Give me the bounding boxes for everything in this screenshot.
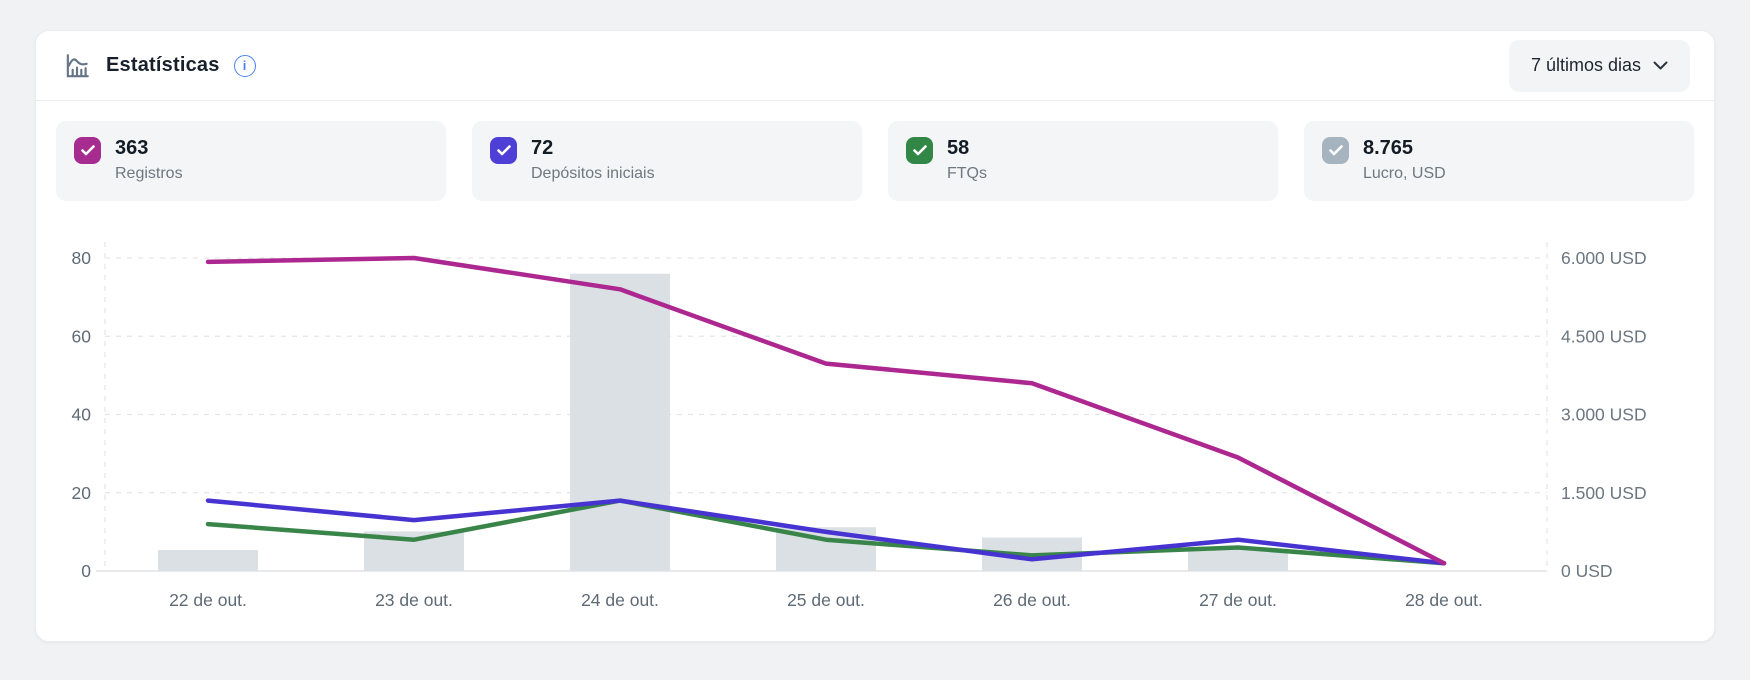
metric-label: Depósitos iniciais: [531, 165, 655, 182]
chevron-down-icon: [1653, 61, 1668, 70]
card-depositos-iniciais: 72 Depósitos iniciais: [472, 121, 862, 201]
checkmark-icon: [80, 145, 95, 156]
svg-text:24 de out.: 24 de out.: [581, 590, 659, 610]
svg-text:60: 60: [72, 326, 92, 346]
svg-text:3.000 USD: 3.000 USD: [1561, 405, 1647, 425]
svg-text:0: 0: [81, 561, 91, 581]
card-registros: 363 Registros: [56, 121, 446, 201]
page-title: Estatísticas: [106, 54, 220, 76]
combo-chart[interactable]: 0 20 40 60 80 0 USD 1.500 USD 3.000 USD 4.500 US…: [36, 216, 1716, 631]
metric-label: Registros: [115, 165, 183, 182]
panel-header: Estatísticas i 7 últimos dias: [36, 31, 1714, 101]
series-toggle-checkbox[interactable]: [1322, 137, 1349, 164]
bar-chart-icon: [62, 51, 92, 81]
svg-text:27 de out.: 27 de out.: [1199, 590, 1277, 610]
metric-value: 8.765: [1363, 137, 1414, 159]
svg-text:28 de out.: 28 de out.: [1405, 590, 1483, 610]
checkmark-icon: [496, 145, 511, 156]
metric-value: 363: [115, 137, 149, 159]
series-toggle-checkbox[interactable]: [490, 137, 517, 164]
statistics-panel: Estatísticas i 7 últimos dias 363 Regist…: [35, 30, 1715, 642]
svg-text:25 de out.: 25 de out.: [787, 590, 865, 610]
metric-cards-row: 363 Registros 72 Depósitos iniciais 58 F…: [36, 101, 1714, 201]
svg-text:80: 80: [72, 248, 92, 268]
svg-text:23 de out.: 23 de out.: [375, 590, 453, 610]
card-ftqs: 58 FTQs: [888, 121, 1278, 201]
svg-text:26 de out.: 26 de out.: [993, 590, 1071, 610]
svg-text:40: 40: [72, 405, 92, 425]
metric-value: 72: [531, 137, 554, 159]
info-icon[interactable]: i: [233, 54, 256, 77]
period-selector-button[interactable]: 7 últimos dias: [1508, 39, 1690, 92]
metric-value: 58: [947, 137, 970, 159]
svg-text:0 USD: 0 USD: [1561, 561, 1613, 581]
svg-text:1.500 USD: 1.500 USD: [1561, 483, 1647, 503]
metric-label: FTQs: [947, 165, 987, 182]
period-selector-label: 7 últimos dias: [1530, 55, 1641, 75]
svg-text:20: 20: [72, 483, 92, 503]
svg-text:22 de out.: 22 de out.: [169, 590, 247, 610]
series-toggle-checkbox[interactable]: [74, 137, 101, 164]
series-toggle-checkbox[interactable]: [906, 137, 933, 164]
svg-text:6.000 USD: 6.000 USD: [1561, 248, 1647, 268]
card-lucro-usd: 8.765 Lucro, USD: [1304, 121, 1694, 201]
stats-chart-area[interactable]: 0 20 40 60 80 0 USD 1.500 USD 3.000 USD 4.500 US…: [36, 216, 1716, 631]
checkmark-icon: [1328, 145, 1343, 156]
metric-label: Lucro, USD: [1363, 165, 1446, 182]
checkmark-icon: [912, 145, 927, 156]
svg-text:4.500 USD: 4.500 USD: [1561, 326, 1647, 346]
